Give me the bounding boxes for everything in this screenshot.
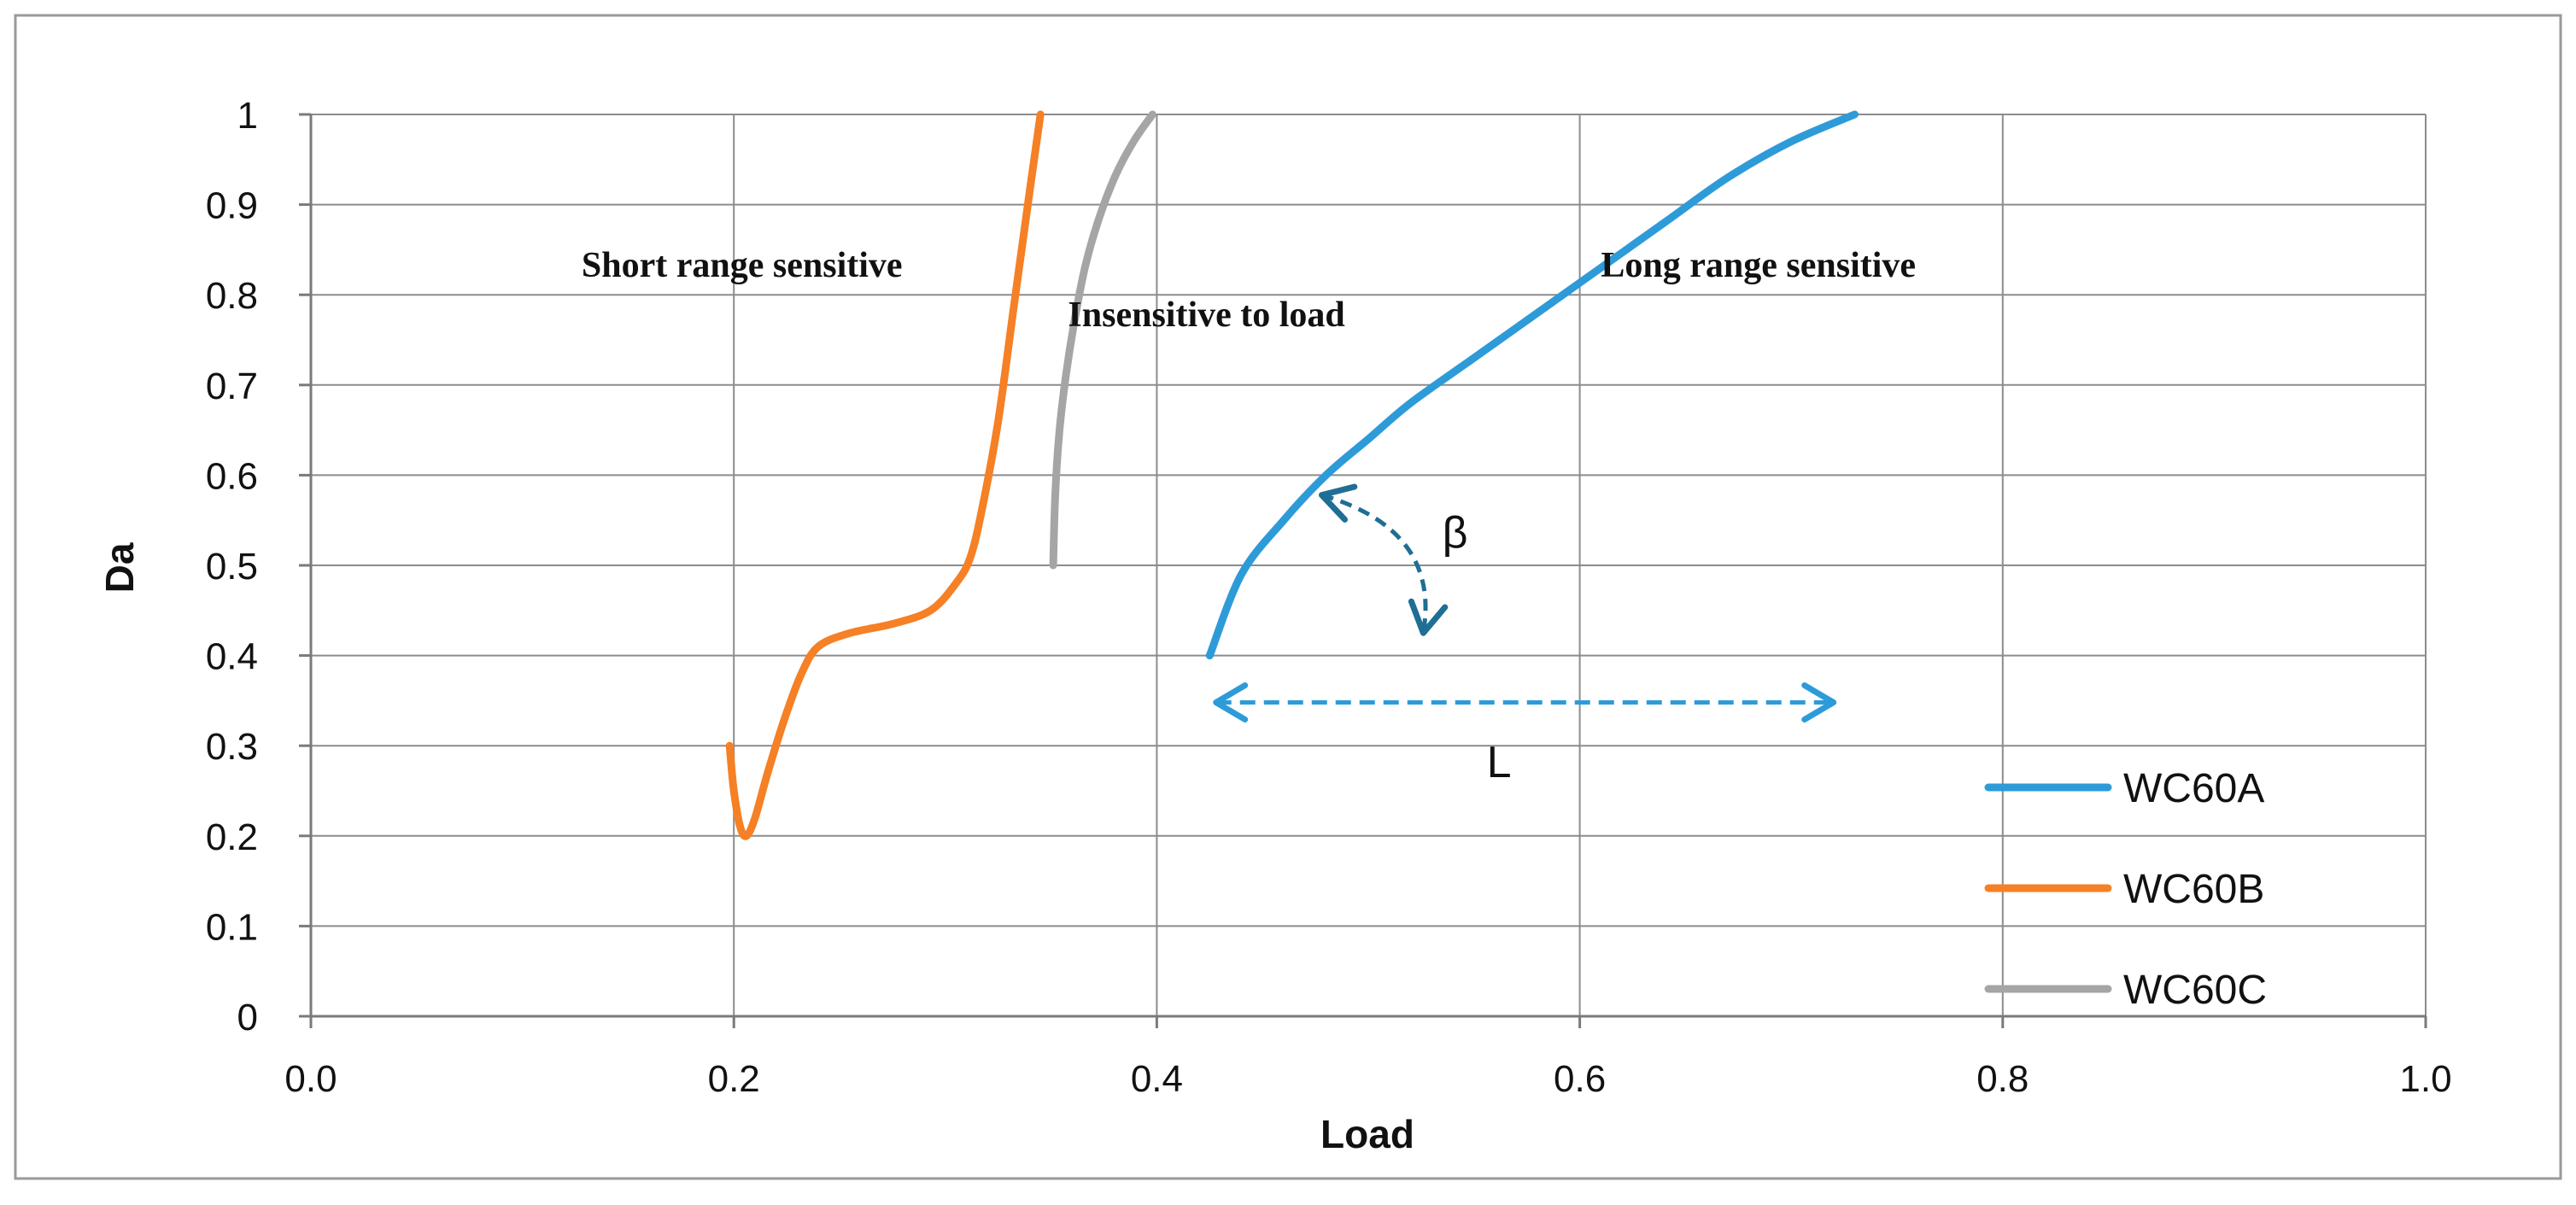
y-tick-label: 0: [237, 997, 258, 1038]
y-tick-label: 0.4: [206, 636, 258, 678]
axes: 0 0.1 0.2 0.3 0.4 0.5 0.6 0.7 0.8 0.9 1 0.0 0.2 0.4 0.…: [206, 95, 2452, 1100]
beta-arc-head-start: [1319, 483, 1358, 523]
x-axis-title: Load: [1320, 1112, 1414, 1156]
legend-label-wc60b: WC60B: [2123, 867, 2264, 912]
series-line-wc60b: [725, 110, 1045, 840]
y-tick-label: 1: [237, 95, 258, 137]
series-line-wc60a: [1205, 110, 1859, 660]
y-tick-label: 0.5: [206, 546, 258, 588]
beta-arc-line: [1320, 493, 1428, 634]
legend-label-wc60c: WC60C: [2123, 968, 2267, 1013]
length-arrow-left-head: [1213, 682, 1249, 722]
annotation-length: L: [1487, 738, 1512, 787]
y-tick-label: 0.8: [206, 275, 258, 317]
annotations: Short range sensitive Insensitive to load…: [582, 246, 1916, 787]
x-tick-label: 0.6: [1554, 1058, 1606, 1100]
x-tick-label: 0.0: [284, 1058, 337, 1100]
beta-arc-head-end: [1408, 598, 1449, 636]
annotation-insensitive: Insensitive to load: [1068, 295, 1344, 335]
length-arrow-right-head: [1801, 682, 1837, 722]
series-line-wc60c: [1049, 110, 1156, 570]
x-tick-label: 1.0: [2399, 1058, 2451, 1100]
y-tick-label: 0.6: [206, 455, 258, 497]
y-tick-label: 0.1: [206, 906, 258, 948]
y-tick-label: 0.3: [206, 726, 258, 768]
x-tick-label: 0.4: [1131, 1058, 1183, 1100]
y-axis-title: Da: [97, 542, 142, 593]
annotation-arrows: [1213, 483, 1837, 722]
y-tick-label: 0.9: [206, 185, 258, 227]
legend: WC60A WC60B WC60C: [1984, 766, 2267, 1013]
y-tick-label: 0.2: [206, 816, 258, 858]
annotation-beta: β: [1443, 508, 1468, 558]
legend-label-wc60a: WC60A: [2123, 766, 2264, 811]
x-tick-label: 0.8: [1976, 1058, 2029, 1100]
annotation-long-range: Long range sensitive: [1601, 246, 1916, 285]
x-tick-label: 0.2: [708, 1058, 760, 1100]
annotation-short-range: Short range sensitive: [582, 246, 903, 285]
y-tick-label: 0.7: [206, 366, 258, 407]
series-layer: [725, 110, 1859, 840]
chart-border: [14, 14, 2562, 1180]
